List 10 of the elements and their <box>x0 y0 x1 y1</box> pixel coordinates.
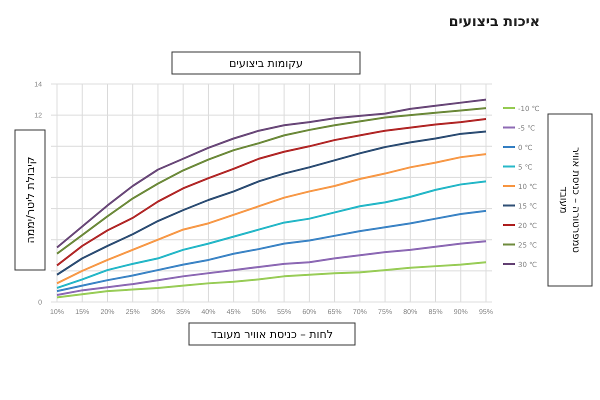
line-series <box>56 261 487 298</box>
legend-title: טמפרטורה – כניסת אוויר מעובד <box>557 147 581 253</box>
line-series <box>56 210 487 292</box>
x-axis-title: לחות – כניסת אוויר מעובד <box>211 328 333 341</box>
line-series <box>56 240 487 296</box>
line-series <box>56 153 487 284</box>
y-axis-title: קיבולת ליטר/יממה <box>24 156 37 244</box>
chart-title: איכות ביצועים <box>448 14 540 30</box>
chart-subtitle: עקומות ביצועים <box>229 56 303 70</box>
line-series <box>56 180 487 289</box>
